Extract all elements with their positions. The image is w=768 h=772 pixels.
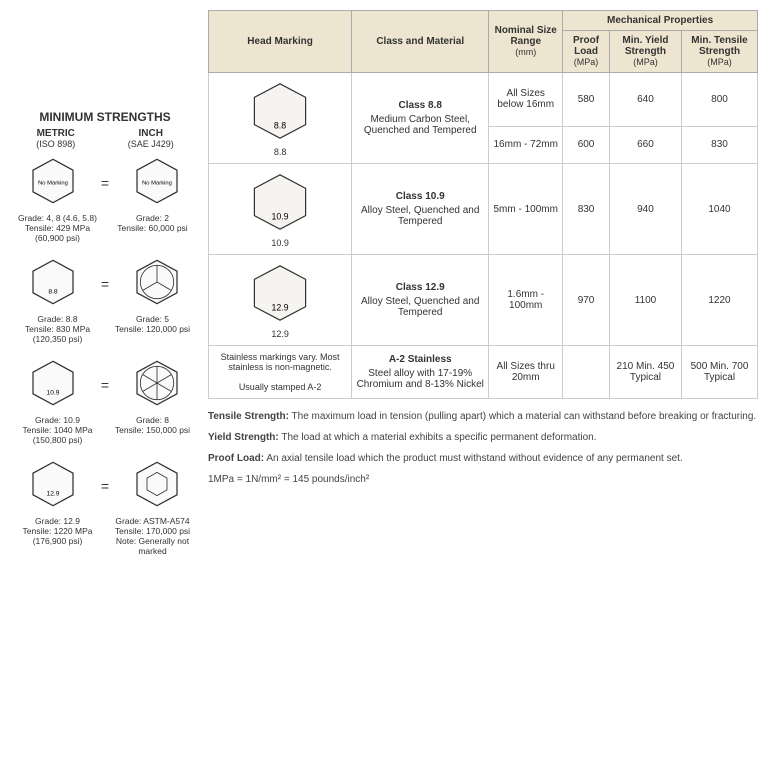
yield-cell: 640 [609,73,681,127]
svg-text:No Marking: No Marking [142,180,172,186]
hex-icon [132,257,182,307]
th-head-marking: Head Marking [209,11,352,73]
svg-text:8.8: 8.8 [274,121,286,131]
proof-cell: 580 [563,73,610,127]
svg-text:12.9: 12.9 [46,491,59,498]
head-marking-cell: 10.9 10.9 [209,164,352,255]
size-cell: All Sizes below 16mm [489,73,563,127]
inch-header: INCH [139,128,163,139]
svg-text:No Marking: No Marking [38,180,68,186]
hex-icon: 8.8 [28,257,78,307]
hex-icon: 12.9 [28,459,78,509]
metric-header: METRIC [37,128,75,139]
th-mech: Mechanical Properties [563,11,758,31]
hex-icon: No Marking [28,156,78,206]
th-yield: Min. Yield Strength(MPa) [609,31,681,73]
hex-icon [132,459,182,509]
min-strengths-title: MINIMUM STRENGTHS [10,110,200,124]
hex-icon: 8.8 [248,79,312,143]
th-nominal: Nominal Size Range(mm) [489,11,563,73]
strength-table: Head Marking Class and Material Nominal … [208,10,758,399]
th-class-material: Class and Material [352,11,489,73]
th-tensile: Min. Tensile Strength(MPa) [682,31,758,73]
head-marking-cell: 8.8 8.8 [209,73,352,164]
hex-icon: 10.9 [28,358,78,408]
svg-text:8.8: 8.8 [48,289,58,296]
head-marking-cell: 12.9 12.9 [209,255,352,346]
left-panel: MINIMUM STRENGTHS METRIC(ISO 898) INCH(S… [10,10,200,570]
svg-text:10.9: 10.9 [46,390,59,397]
hex-icon: 12.9 [248,261,312,325]
svg-text:12.9: 12.9 [272,303,289,313]
th-proof: Proof Load(MPa) [563,31,610,73]
hex-icon: No Marking [132,156,182,206]
tensile-cell: 800 [682,73,758,127]
svg-text:10.9: 10.9 [272,212,289,222]
definitions: Tensile Strength: The maximum load in te… [208,409,758,487]
hex-icon [132,358,182,408]
class-cell: Class 8.8 Medium Carbon Steel, Quenched … [352,73,489,164]
hex-icon: 10.9 [248,170,312,234]
head-marking-cell: Stainless markings vary. Most stainless … [209,346,352,399]
